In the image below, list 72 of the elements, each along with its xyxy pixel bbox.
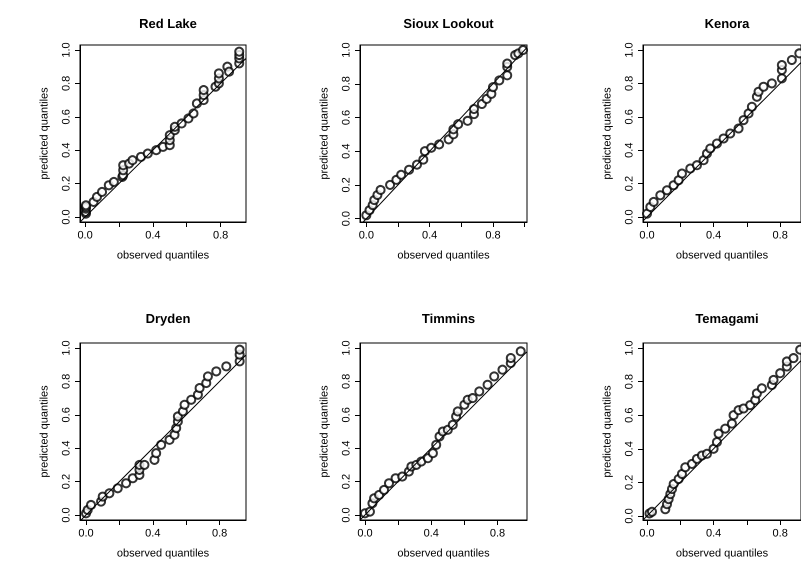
chart-title: Red Lake [139, 16, 197, 31]
y-tick-label: 0.2 [60, 176, 72, 192]
x-axis-title: observed quantiles [397, 548, 490, 560]
y-tick-label: 0.8 [624, 374, 636, 390]
y-tick-label: 0.8 [340, 374, 352, 390]
y-tick-label: 0.6 [624, 408, 636, 423]
y-tick-label: 1.0 [340, 42, 352, 58]
y-tick-label: 1.0 [340, 340, 352, 356]
y-axis-title: predicted quantiles [318, 384, 330, 478]
y-tick-label: 0.6 [60, 407, 72, 422]
y-tick-label: 0.2 [624, 474, 636, 490]
y-tick-label: 0.2 [340, 177, 352, 193]
x-tick-label: 0.4 [424, 528, 439, 540]
y-tick-label: 0.4 [340, 144, 352, 159]
y-tick-label: 1.0 [60, 42, 72, 58]
x-tick-label: 0.4 [145, 528, 160, 540]
x-tick-label: 0.8 [772, 528, 788, 540]
y-axis-title: predicted quantiles [602, 86, 614, 180]
y-tick-label: 0.4 [624, 441, 636, 456]
x-tick-label: 0.4 [145, 230, 160, 242]
x-tick-label: 0.8 [212, 230, 228, 242]
x-tick-label: 0.4 [422, 230, 438, 242]
x-tick-label: 0.0 [357, 528, 373, 540]
y-tick-label: 0.0 [624, 508, 636, 524]
y-tick-label: 0.4 [60, 142, 72, 158]
x-axis-title: observed quantiles [676, 250, 769, 262]
y-tick-label: 0.2 [60, 474, 72, 490]
x-axis-title: observed quantiles [116, 548, 210, 560]
y-tick-label: 0.4 [60, 440, 72, 456]
chart-title: Sioux Lookout [403, 16, 494, 31]
chart-title: Kenora [704, 16, 750, 31]
y-tick-label: 0.4 [340, 440, 352, 456]
y-tick-label: 0.8 [60, 374, 72, 390]
chart-title: Timmins [422, 311, 476, 326]
y-tick-label: 1.0 [624, 340, 636, 356]
y-tick-label: 0.0 [624, 209, 636, 225]
y-tick-label: 0.6 [624, 109, 636, 124]
x-axis-title: observed quantiles [676, 548, 769, 560]
x-tick-label: 0.8 [485, 230, 501, 242]
x-tick-label: 0.0 [358, 230, 374, 242]
x-tick-label: 0.0 [639, 528, 655, 540]
y-tick-label: 0.2 [624, 176, 636, 192]
y-axis-title: predicted quantiles [602, 384, 614, 478]
x-tick-label: 0.8 [212, 528, 228, 540]
y-axis-title: predicted quantiles [38, 86, 50, 180]
y-tick-label: 0.6 [60, 109, 72, 124]
y-tick-label: 1.0 [624, 42, 636, 58]
y-axis-title: predicted quantiles [38, 384, 50, 478]
y-tick-label: 0.8 [624, 76, 636, 92]
x-tick-label: 0.8 [490, 528, 506, 540]
y-tick-label: 0.0 [60, 507, 72, 523]
x-tick-label: 0.0 [78, 528, 94, 540]
y-axis-title: predicted quantiles [318, 86, 330, 180]
x-axis-title: observed quantiles [397, 250, 490, 262]
y-tick-label: 0.6 [340, 407, 352, 422]
y-tick-label: 0.0 [60, 209, 72, 225]
y-tick-label: 0.8 [340, 76, 352, 92]
y-tick-label: 1.0 [60, 340, 72, 356]
y-tick-label: 0.0 [340, 210, 352, 226]
x-tick-label: 0.0 [77, 230, 93, 242]
y-tick-label: 0.0 [340, 507, 352, 523]
x-axis-title: observed quantiles [116, 250, 210, 262]
chart-title: Temagami [695, 311, 759, 326]
x-tick-label: 0.0 [639, 230, 655, 242]
y-tick-label: 0.8 [60, 76, 72, 92]
x-tick-label: 0.4 [706, 528, 722, 540]
x-tick-label: 0.4 [706, 230, 722, 242]
chart-title: Dryden [146, 311, 190, 326]
x-tick-label: 0.8 [772, 230, 788, 242]
y-tick-label: 0.6 [340, 110, 352, 126]
y-tick-label: 0.4 [624, 142, 636, 158]
y-tick-label: 0.2 [340, 474, 352, 490]
